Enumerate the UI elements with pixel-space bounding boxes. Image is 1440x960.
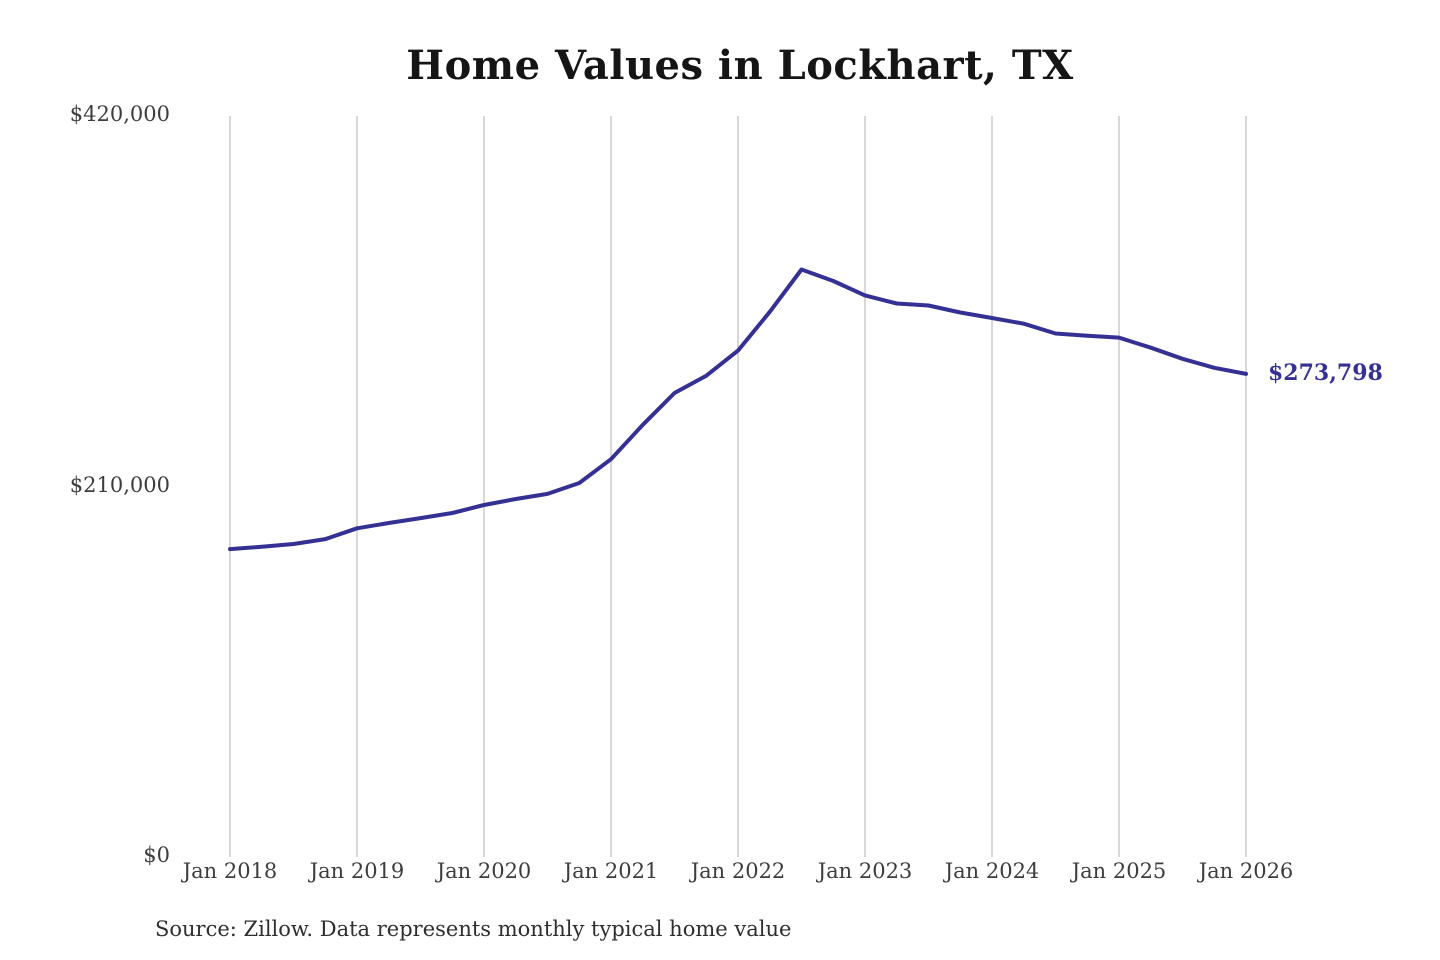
latest-value-label: $273,798 xyxy=(1268,359,1383,386)
gridlines-group xyxy=(229,116,1247,857)
x-axis-label: Jan 2023 xyxy=(817,859,913,883)
y-axis-label: $210,000 xyxy=(69,472,170,497)
x-axis-label: Jan 2021 xyxy=(563,859,659,883)
y-axis-label: $420,000 xyxy=(69,102,170,126)
x-axis-label: Jan 2025 xyxy=(1071,859,1167,883)
x-axis-label: Jan 2026 xyxy=(1198,859,1294,883)
series-group xyxy=(228,267,1248,552)
x-axis-label: Jan 2018 xyxy=(182,859,278,883)
x-axis-label: Jan 2024 xyxy=(944,859,1040,883)
home-value-line xyxy=(228,267,1248,552)
x-axis-label: Jan 2022 xyxy=(690,859,786,883)
chart-title: Home Values in Lockhart, TX xyxy=(406,42,1074,89)
x-axis-label: Jan 2019 xyxy=(309,859,405,883)
y-axis-label: $0 xyxy=(143,843,170,867)
x-axis-label: Jan 2020 xyxy=(436,859,532,883)
source-note: Source: Zillow. Data represents monthly … xyxy=(155,917,792,941)
